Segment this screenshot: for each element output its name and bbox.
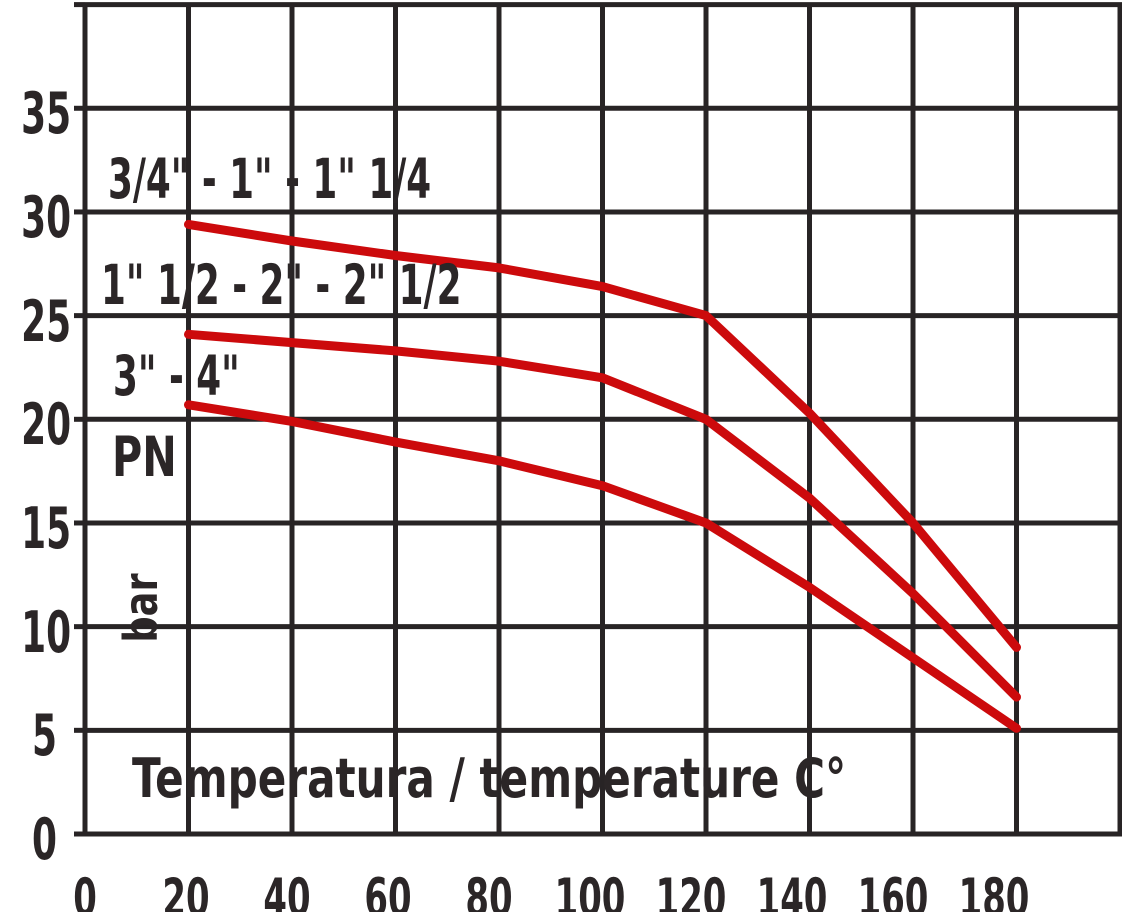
y-tick-label: 10: [21, 599, 72, 666]
pressure-curve-0: [184, 219, 1021, 652]
x-tick-label: 80: [465, 868, 513, 912]
curve-label-medium-sizes: 1" 1/2 - 2" - 2" 1/2: [101, 253, 462, 317]
x-tick-label: 0: [73, 868, 97, 912]
x-tick-label: 20: [162, 868, 210, 912]
x-tick-label: 100: [554, 868, 626, 912]
x-tick-label: 40: [263, 868, 311, 912]
pressure-curve-2: [184, 400, 1021, 733]
curve-label-small-sizes: 3/4" - 1" - 1" 1/4: [108, 147, 432, 211]
x-tick-label: 60: [364, 868, 412, 912]
x-tick-label: 120: [655, 868, 727, 912]
curve-label-large-sizes: 3" - 4": [113, 344, 240, 408]
x-tick-label: 140: [756, 868, 828, 912]
y-tick-label: 30: [21, 184, 72, 251]
y-axis-unit-bar: bar: [114, 573, 168, 643]
y-tick-label: 5: [32, 703, 57, 770]
pressure-curve-1: [184, 329, 1021, 702]
x-axis-title: Temperatura / temperature C°: [132, 747, 847, 810]
y-axis-title-pn: PN: [112, 425, 177, 489]
x-tick-label: 180: [958, 868, 1030, 912]
x-tick-label: 160: [857, 868, 929, 912]
y-tick-label: 35: [21, 81, 72, 148]
y-tick-label: 0: [32, 807, 57, 873]
y-tick-label: 15: [21, 495, 72, 562]
y-tick-label: 25: [21, 288, 72, 355]
y-tick-label: 20: [21, 392, 72, 459]
